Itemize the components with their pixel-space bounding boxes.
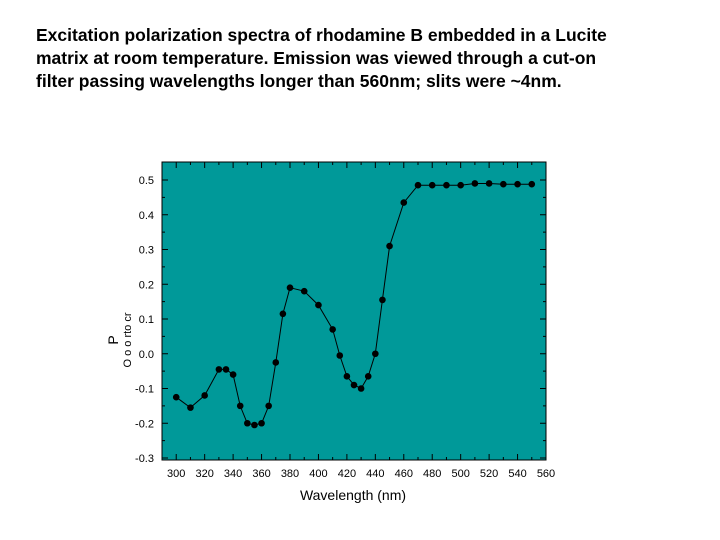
series-points-group [172,180,536,429]
data-point [350,381,358,389]
data-point [372,350,379,358]
data-point [251,421,258,429]
data-point [315,301,322,309]
y-axis-title-garbled: O o o rto cr [122,312,134,367]
data-point [215,366,223,373]
plot-frame [161,161,547,461]
data-point [485,180,493,187]
data-point [229,371,237,378]
x-tick-label: 500 [451,468,469,480]
y-tick-label: -0.2 [135,418,154,430]
data-point [528,180,536,188]
y-tick-label: 0.2 [139,279,154,291]
data-point [400,199,408,206]
plot-area [162,162,546,460]
y-tick-label: -0.1 [135,384,154,396]
x-tick-label: 560 [537,468,555,480]
y-tick-label: 0.1 [139,314,154,326]
data-point [172,393,180,401]
axes: -0.3 -0.2 -0.1 0.0 0.1 0.2 0.3 0.4 0.5 300 320 340 3… [135,161,555,480]
caption-line-2: matrix at room temperature. Emission was… [36,48,597,68]
x-tick-label: 520 [480,468,498,480]
data-point [329,326,336,333]
data-point [236,402,244,410]
data-point [428,181,436,189]
data-point [222,366,230,373]
y-tick-label: 0.0 [139,349,154,361]
x-tick-label: 380 [281,468,299,480]
data-point [201,392,208,399]
x-tick-label: 420 [338,468,356,480]
data-point [279,310,287,318]
data-point [443,181,450,189]
y-tick-label: 0.4 [139,210,154,222]
x-axis-title: Wavelength (nm) [300,487,406,503]
x-tick-label: 360 [252,468,270,480]
data-point [300,287,308,295]
caption-line-3: filter passing wavelengths longer than 5… [36,71,562,91]
data-point [272,359,280,366]
data-point [414,181,422,189]
data-point [457,181,464,189]
x-tick-label: 480 [423,468,441,480]
data-point [187,404,194,411]
x-tick-label: 440 [366,468,384,480]
data-point [286,284,294,292]
caption-line-1: Excitation polarization spectra of rhoda… [36,25,607,45]
data-point [379,296,386,304]
x-tick-label: 300 [167,468,185,480]
data-point [343,373,351,380]
data-point [364,373,372,380]
data-point [386,242,393,250]
data-point [258,419,265,427]
data-point [514,180,521,188]
x-tick-label: 540 [508,468,526,480]
data-point [244,419,251,427]
x-tick-label: 460 [395,468,413,480]
y-axis-title: P [105,335,121,344]
data-point [265,402,272,410]
x-tick-label: 320 [195,468,213,480]
x-tick-label: 340 [224,468,242,480]
data-point [471,180,479,187]
data-point [500,180,507,188]
figure-caption: Excitation polarization spectra of rhoda… [36,24,706,93]
data-point [336,352,344,359]
y-tick-label: -0.3 [135,453,154,465]
y-tick-label: 0.5 [139,175,154,187]
x-tick-label: 400 [309,468,327,480]
data-point [357,385,365,392]
y-tick-label: 0.3 [139,245,154,257]
